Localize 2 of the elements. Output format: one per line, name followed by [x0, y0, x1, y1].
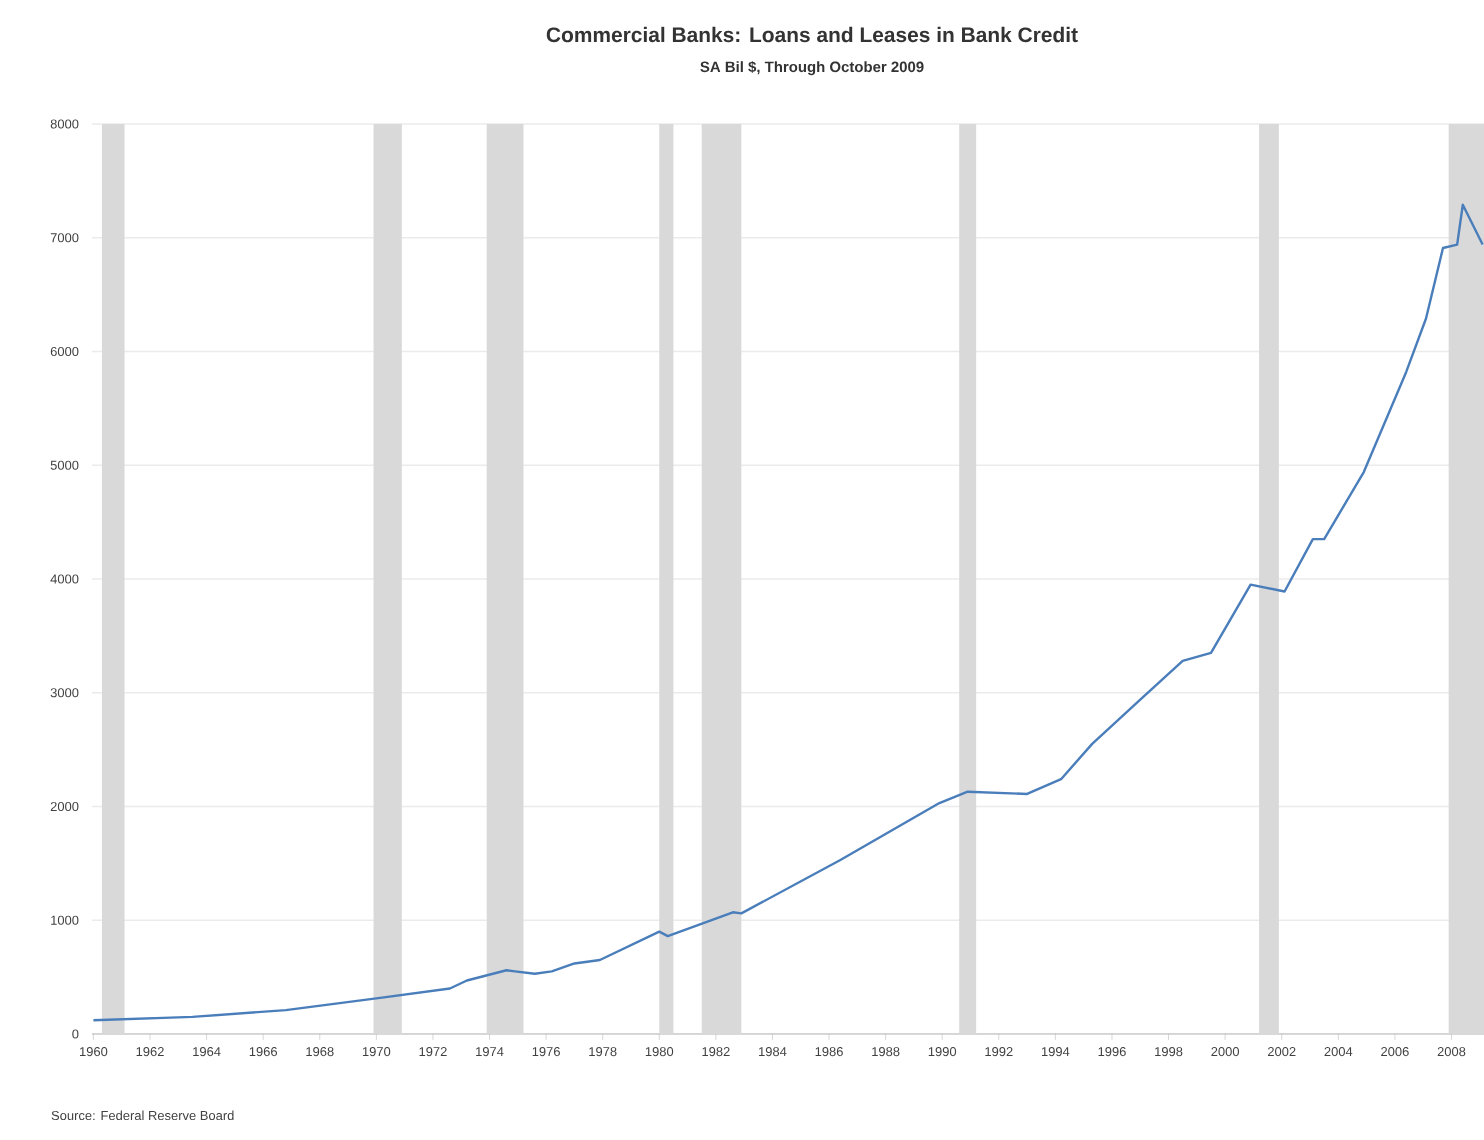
line-series [92, 203, 1484, 1022]
chart-title: Commercial Banks: Loans and Leases in Bank Credit [546, 26, 1078, 43]
